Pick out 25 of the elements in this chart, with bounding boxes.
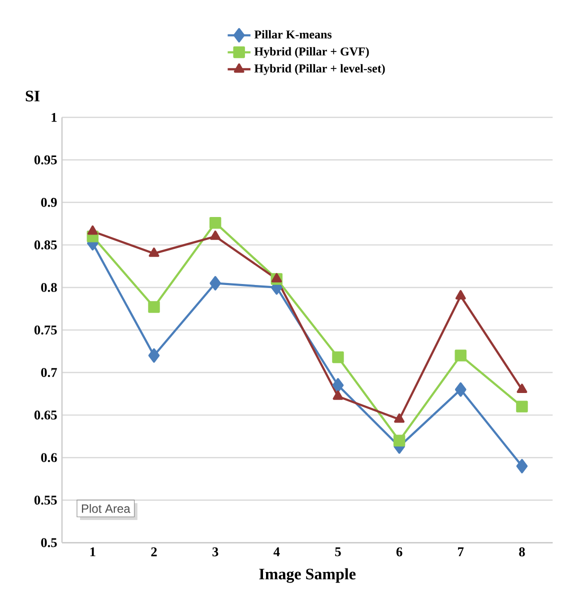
y-tick-label: 0.65 [34, 410, 57, 420]
y-tick-label: 0.8 [41, 282, 57, 292]
x-tick-label: 1 [90, 547, 96, 556]
legend-label: Hybrid (Pillar + level-set) [254, 64, 385, 76]
x-tick-label: 2 [151, 547, 157, 556]
y-tick-label: 0.5 [41, 538, 57, 548]
x-tick-label: 7 [458, 547, 464, 556]
x-axis-title: Image Sample [259, 568, 356, 583]
x-tick-label: 3 [212, 547, 218, 556]
y-tick-label: 0.95 [34, 155, 57, 164]
y-tick-label: 0.85 [34, 240, 57, 250]
y-axis-title: SI [26, 90, 40, 102]
annotation: Plot Area [82, 504, 130, 513]
x-tick-label: 5 [335, 547, 341, 556]
x-tick-label: 8 [519, 547, 525, 556]
y-tick-label: 0.55 [34, 496, 57, 505]
x-tick-label: 6 [396, 547, 402, 556]
y-tick-label: 0.9 [41, 198, 57, 207]
y-tick-label: 0.75 [34, 325, 57, 335]
legend-label: Hybrid (Pillar + GVF) [254, 47, 369, 58]
x-tick-label: 4 [274, 547, 280, 556]
legend-label: Pillar K-means [254, 30, 332, 39]
y-tick-label: 0.6 [41, 453, 57, 462]
y-tick-label: 1 [52, 112, 57, 122]
y-tick-label: 0.7 [41, 368, 57, 378]
